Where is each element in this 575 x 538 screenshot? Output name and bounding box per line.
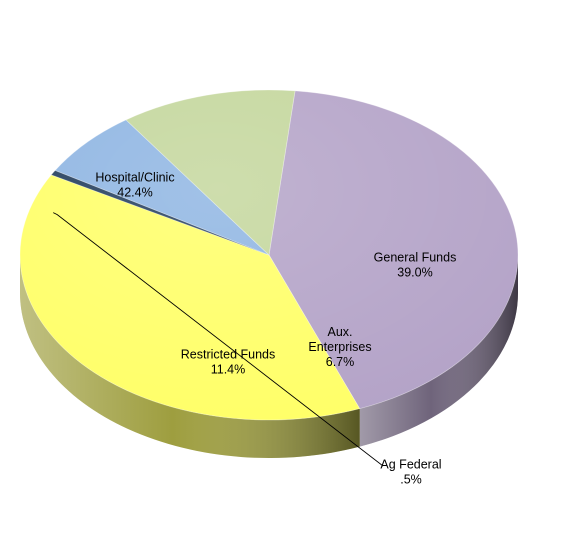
data-label-ag-federal: Ag Federal.5% <box>53 212 442 487</box>
slice-name-label: General Funds <box>374 251 457 265</box>
leader-line-ag-federal <box>53 212 384 467</box>
slice-value-label: 6.7% <box>326 355 355 369</box>
slice-value-label: 39.0% <box>397 266 432 280</box>
slice-value-label: 11.4% <box>211 363 246 377</box>
slice-value-label: .5% <box>400 473 422 487</box>
slice-name-label: Aux. <box>327 325 352 339</box>
slice-name-label: Ag Federal <box>380 458 441 472</box>
slice-name-label: Restricted Funds <box>181 348 275 362</box>
pie-side-shading <box>20 255 360 458</box>
pie-top-highlight <box>20 90 518 420</box>
pie-side-shading <box>359 255 518 447</box>
slice-name-label: Hospital/Clinic <box>95 171 174 185</box>
slice-value-label: 42.4% <box>117 186 152 200</box>
slice-name-label: Enterprises <box>308 340 371 354</box>
